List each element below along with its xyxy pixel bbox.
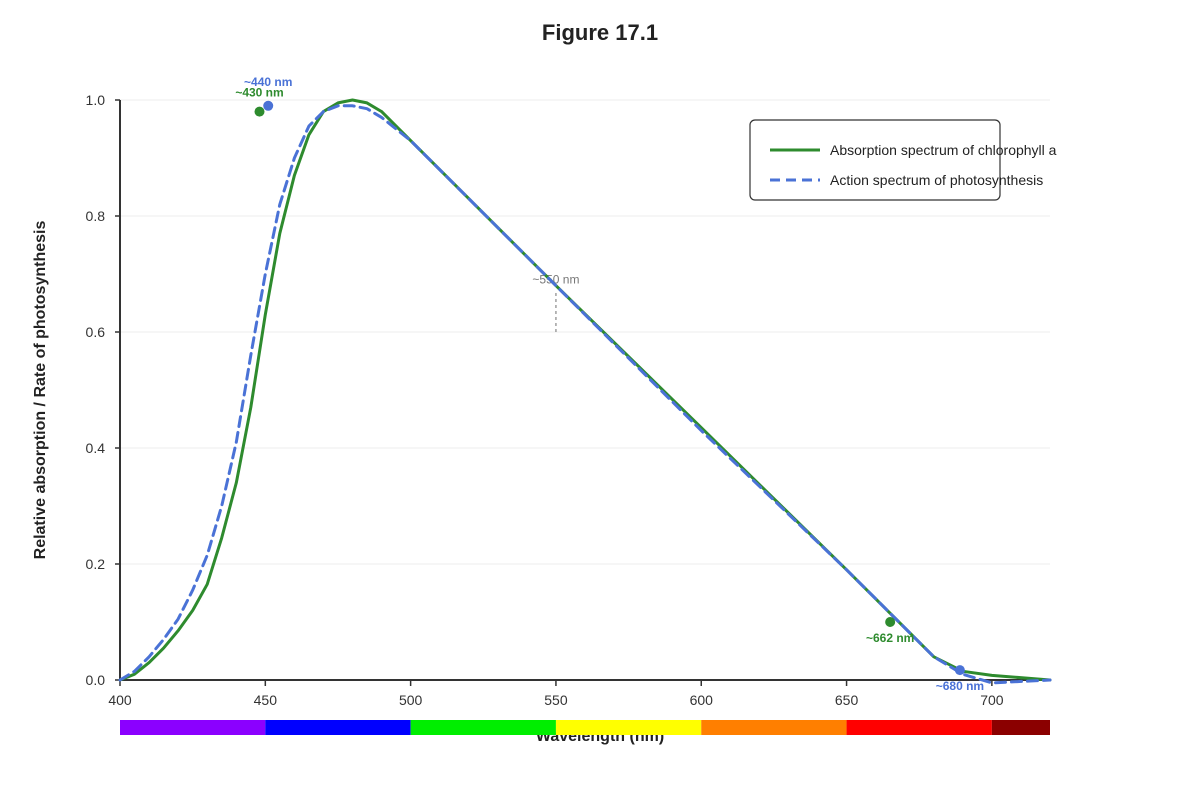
spectrum-segment — [701, 720, 847, 735]
series-lines — [118, 98, 1052, 685]
x-tick-label: 400 — [108, 692, 132, 708]
y-tick-label: 0.0 — [86, 672, 106, 688]
action-spectrum-line — [118, 104, 1052, 685]
x-tick-label: 700 — [980, 692, 1004, 708]
x-tick-label: 500 — [399, 692, 423, 708]
peak-marker — [885, 617, 896, 627]
legend-label: Action spectrum of photosynthesis — [830, 172, 1043, 188]
peak-label: ~680 nm — [936, 679, 984, 693]
x-tick-label: 550 — [544, 692, 568, 708]
x-tick-label: 450 — [254, 692, 278, 708]
x-tick-label: 600 — [690, 692, 714, 708]
peak-markers: ~430 nm~440 nm ~662 nm ~680 nm — [235, 75, 984, 693]
peak-marker — [263, 100, 274, 111]
y-tick-label: 0.2 — [86, 556, 106, 572]
y-tick-label: 0.4 — [86, 440, 106, 456]
y-tick-label: 1.0 — [86, 92, 106, 108]
spectrum-segment — [265, 720, 411, 735]
legend-label: Absorption spectrum of chlorophyll a — [830, 142, 1057, 158]
peak-marker — [254, 106, 265, 117]
y-tick-label: 0.8 — [86, 208, 106, 224]
peak-label: ~440 nm — [244, 75, 292, 89]
spectrum-segment — [410, 720, 556, 735]
legend-box — [749, 119, 1001, 201]
absorption-spectrum-line — [118, 98, 1052, 682]
x-tick-label: 650 — [835, 692, 859, 708]
peak-marker — [954, 665, 965, 676]
axes: 0.0 0.2 0.4 0.6 0.8 1.0 400 450 500 550 600 650 700 — [86, 92, 1050, 708]
peak-label: ~662 nm — [866, 631, 914, 645]
legend: Absorption spectrum of chlorophyll a Acti… — [749, 119, 1057, 201]
y-tick-label: 0.6 — [86, 324, 106, 340]
spectrum-segment — [120, 720, 266, 735]
peak-label: ~430 nm — [235, 86, 283, 100]
y-axis-title: Relative absorption / Rate of photosynth… — [32, 221, 49, 560]
visible-spectrum-bar — [120, 720, 1050, 735]
spectrum-segment — [846, 720, 992, 735]
chart-title: Figure 17.1 — [542, 20, 658, 45]
spectrum-segment — [991, 720, 1050, 735]
spectrum-segment — [555, 720, 702, 735]
